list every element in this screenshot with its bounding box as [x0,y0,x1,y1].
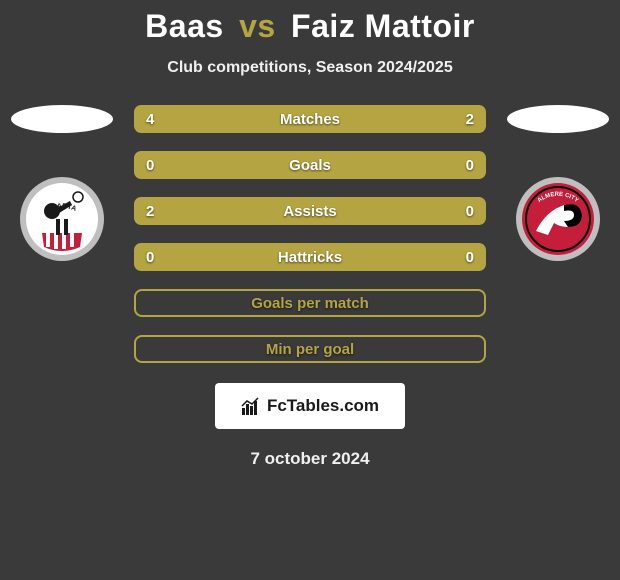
stat-label: Matches [134,105,486,133]
title-player-right: Faiz Mattoir [291,8,475,44]
watermark: FcTables.com [215,383,405,429]
club-badge-left: SPARTA [12,175,112,263]
stat-value-left: 0 [146,151,154,179]
stat-label: Goals [134,151,486,179]
stat-label: Assists [134,197,486,225]
date: 7 october 2024 [0,449,620,469]
left-column: SPARTA [8,105,116,263]
stat-row-min-per-goal: Min per goal [134,335,486,363]
stat-value-right: 0 [466,243,474,271]
stat-value-right: 0 [466,151,474,179]
stat-label: Hattricks [134,243,486,271]
stat-row-goals-per-match: Goals per match [134,289,486,317]
stat-value-left: 0 [146,243,154,271]
subtitle: Club competitions, Season 2024/2025 [0,59,620,77]
stat-label: Goals per match [136,291,484,315]
comparison-content: SPARTA Matches42Goals00Assists20Hattrick… [0,105,620,363]
stat-row-assists: Assists2 0 [134,197,486,225]
stat-label: Min per goal [136,337,484,361]
stat-value-right: 0 [466,197,474,225]
stat-value-left: 2 [146,197,154,225]
stat-row-hattricks: Hattricks0 0 [134,243,486,271]
stat-value-left: 4 [146,105,154,133]
stat-row-goals: Goals0 0 [134,151,486,179]
title-player-left: Baas [145,8,224,44]
watermark-icon [241,396,261,416]
club-badge-right: ALMERE CITY [508,175,608,263]
page-title: Baas vs Faiz Mattoir [0,0,620,45]
title-vs: vs [239,8,276,44]
right-column: ALMERE CITY [504,105,612,263]
player-ellipse-right [507,105,609,133]
watermark-text: FcTables.com [267,396,379,416]
player-ellipse-left [11,105,113,133]
stat-bars: Matches42Goals00Assists20Hattricks00Goal… [134,105,486,363]
stat-row-matches: Matches4 2 [134,105,486,133]
stat-value-right: 2 [466,105,474,133]
